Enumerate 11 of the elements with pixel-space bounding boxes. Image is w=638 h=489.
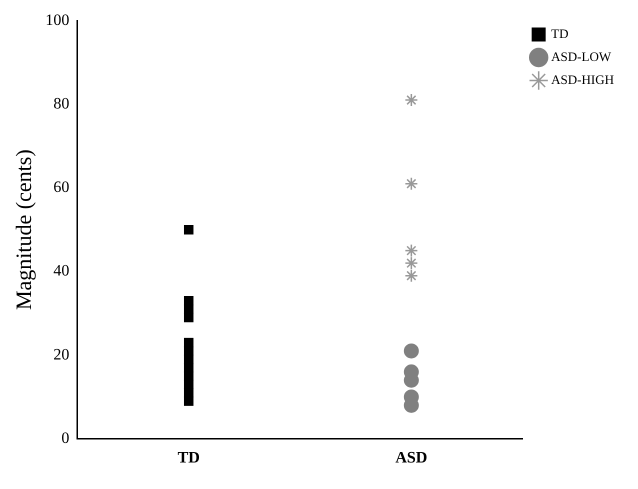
y-tick-label: 20 xyxy=(53,346,70,364)
y-tick-label: 100 xyxy=(45,12,70,29)
y-tick-label: 60 xyxy=(53,179,70,196)
legend-label: TD xyxy=(551,26,569,41)
legend-label: ASD-LOW xyxy=(551,48,612,64)
y-axis-title: Magnitude (cents) xyxy=(10,149,36,310)
legend-label: ASD-HIGH xyxy=(551,72,614,87)
y-tick-label: 80 xyxy=(53,95,70,112)
x-tick-label: ASD xyxy=(395,450,428,467)
y-tick-label: 0 xyxy=(61,430,70,448)
y-tick-label: 40 xyxy=(53,262,70,280)
